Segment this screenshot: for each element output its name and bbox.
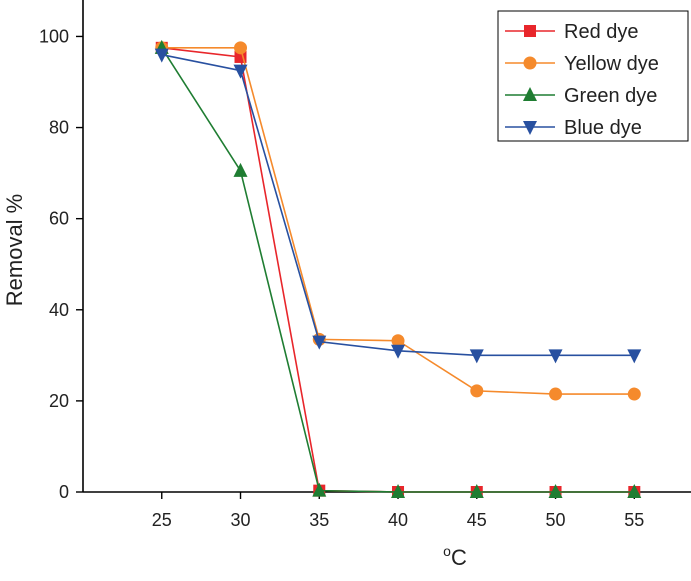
series-layer (154, 39, 642, 498)
data-point (627, 484, 642, 498)
legend-item: Blue dye (505, 117, 642, 139)
data-point (391, 484, 406, 498)
series-blue-dye (154, 48, 642, 364)
legend-marker (523, 56, 537, 70)
y-tick-label: 100 (39, 26, 69, 46)
x-tick-label: 55 (624, 510, 644, 530)
legend-label: Green dye (564, 85, 657, 107)
y-tick-label: 60 (49, 209, 69, 229)
y-tick-label: 20 (49, 391, 69, 411)
data-point (627, 387, 641, 401)
data-point (469, 349, 484, 364)
legend: Red dye Yellow dye Green dye Blue dye (497, 10, 689, 142)
legend-label: Blue dye (564, 117, 642, 139)
y-axis-label: Removal % (2, 194, 27, 306)
data-point (627, 349, 642, 364)
x-tick-label: 35 (309, 510, 329, 530)
data-point (548, 349, 563, 364)
x-axis-label: oC (443, 543, 467, 570)
x-tick-label: 50 (546, 510, 566, 530)
x-tick-label: 25 (152, 510, 172, 530)
data-point (312, 482, 327, 497)
legend-marker (524, 25, 536, 37)
data-point (312, 335, 327, 350)
x-tick-label: 30 (230, 510, 250, 530)
y-tick-label: 40 (49, 300, 69, 320)
legend-marker (523, 87, 537, 101)
data-point (233, 64, 248, 79)
legend-item: Yellow dye (505, 53, 659, 75)
y-tick-label: 80 (49, 118, 69, 138)
data-point (391, 344, 406, 359)
data-point (391, 334, 405, 348)
y-tick-label: 0 (59, 482, 69, 502)
data-point (549, 387, 563, 401)
x-tick-label: 40 (388, 510, 408, 530)
data-point (548, 484, 563, 498)
legend-item: Red dye (505, 21, 639, 43)
x-ticks: 25 30 35 40 45 50 55 (152, 492, 644, 530)
x-axis-label-superscript: o (443, 543, 451, 559)
data-point (469, 484, 484, 498)
data-point (234, 41, 248, 55)
data-point (154, 48, 169, 63)
legend-label: Yellow dye (564, 53, 659, 75)
x-axis-label-unit: C (451, 545, 467, 570)
data-point (470, 384, 484, 398)
x-tick-label: 45 (467, 510, 487, 530)
legend-marker (523, 121, 537, 135)
legend-label: Red dye (564, 21, 639, 43)
data-point (233, 162, 248, 177)
y-ticks: 0 20 40 60 80 100 (39, 26, 83, 502)
legend-item: Green dye (505, 85, 657, 107)
